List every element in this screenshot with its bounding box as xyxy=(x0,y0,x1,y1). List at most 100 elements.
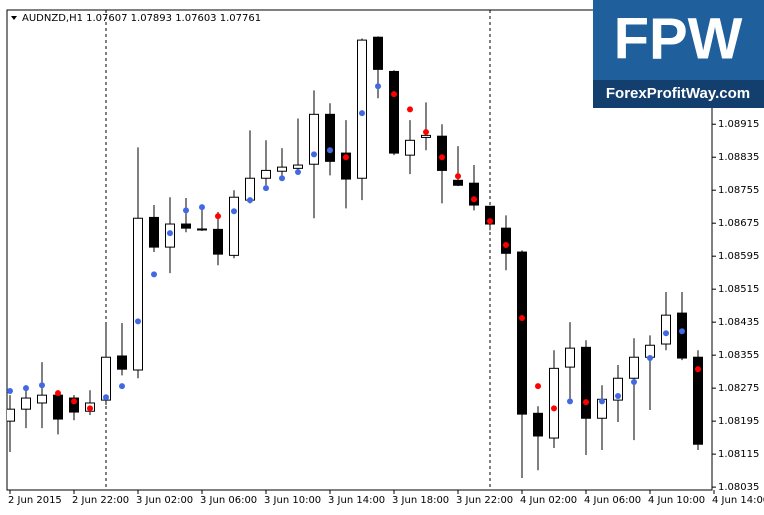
sar-dot xyxy=(695,366,701,373)
logo-site: ForexProfitWay.com xyxy=(606,85,750,102)
sar-dot xyxy=(519,315,525,322)
sar-dot xyxy=(663,330,669,337)
y-tick-label: 1.08915 xyxy=(718,119,759,130)
candle-body xyxy=(549,367,559,439)
sar-dot xyxy=(647,355,653,362)
candle-body xyxy=(37,394,47,404)
candle-body xyxy=(133,217,143,371)
candle-body xyxy=(277,166,287,172)
candle-body xyxy=(21,397,31,410)
sar-dot xyxy=(455,173,461,180)
y-tick-label: 1.08115 xyxy=(718,449,759,460)
candle-body xyxy=(629,356,639,379)
candle-body xyxy=(117,355,127,370)
sar-dot xyxy=(359,110,365,117)
x-tick-label: 4 Jun 14:00 xyxy=(712,495,764,506)
candle-body xyxy=(213,228,223,255)
candle-body xyxy=(293,164,303,169)
sar-dot xyxy=(631,378,637,385)
candle-body xyxy=(245,177,255,201)
x-tick-label: 3 Jun 18:00 xyxy=(392,495,449,506)
sar-dot xyxy=(599,398,605,405)
x-tick-label: 4 Jun 10:00 xyxy=(648,495,705,506)
axes: 1.08035 1.08115 1.08195 1.08275 1.08355 1.084… xyxy=(8,119,764,506)
sar-dot xyxy=(247,197,253,204)
candle-body xyxy=(405,139,415,156)
sar-dot xyxy=(151,271,157,278)
candle-body xyxy=(341,152,351,180)
x-tick-label: 3 Jun 10:00 xyxy=(264,495,321,506)
sar-dot xyxy=(327,147,333,154)
x-tick-label: 4 Jun 02:00 xyxy=(520,495,577,506)
sar-dot xyxy=(103,394,109,401)
x-tick-label: 2 Jun 22:00 xyxy=(72,495,129,506)
sar-dot xyxy=(407,106,413,113)
candle-body xyxy=(437,135,447,171)
candle-body xyxy=(53,394,63,420)
candle-body xyxy=(229,196,239,256)
sar-dot xyxy=(7,388,13,395)
candle-body xyxy=(533,412,543,437)
candle-body xyxy=(357,39,367,179)
x-tick-label: 4 Jun 06:00 xyxy=(584,495,641,506)
sar-dot xyxy=(311,151,317,158)
x-tick-label: 3 Jun 14:00 xyxy=(328,495,385,506)
candle-body xyxy=(373,36,383,70)
sar-dot xyxy=(263,185,269,192)
sar-dot xyxy=(199,204,205,211)
sar-dot xyxy=(503,242,509,249)
candle-body xyxy=(661,314,671,345)
candle-body xyxy=(149,216,159,248)
plot-frame xyxy=(6,9,713,491)
candle-body xyxy=(677,312,687,359)
sar-dot xyxy=(167,230,173,237)
sar-dot xyxy=(615,392,621,399)
sar-dot xyxy=(231,208,237,215)
sar-dot xyxy=(487,218,493,225)
y-tick-label: 1.08035 xyxy=(718,482,759,493)
candle-body xyxy=(69,397,79,413)
y-tick-label: 1.08435 xyxy=(718,317,759,328)
candle-body xyxy=(7,408,15,422)
candle-body xyxy=(389,70,399,154)
candle-body xyxy=(325,113,335,162)
sar-dot xyxy=(279,175,285,182)
candle-body xyxy=(613,377,623,401)
y-tick-label: 1.08275 xyxy=(718,383,759,394)
x-tick-label: 3 Jun 22:00 xyxy=(456,495,513,506)
candle-body xyxy=(101,356,111,401)
logo-mark: $ xyxy=(667,23,675,39)
y-tick-label: 1.08595 xyxy=(718,251,759,262)
candle-body xyxy=(693,356,703,445)
x-tick-label: 3 Jun 02:00 xyxy=(136,495,193,506)
sar-dot xyxy=(87,405,93,412)
sar-dot xyxy=(391,91,397,98)
sar-dot xyxy=(375,83,381,90)
candle-body xyxy=(565,347,575,368)
candle-body xyxy=(469,182,479,206)
chart-title: AUDNZD,H1 1.07607 1.07893 1.07603 1.0776… xyxy=(22,13,261,24)
sar-dot xyxy=(295,169,301,176)
sar-dot xyxy=(423,129,429,136)
sar-dot xyxy=(343,154,349,161)
sar-dot xyxy=(135,318,141,325)
candle-body xyxy=(421,134,431,138)
logo-text: FPW xyxy=(614,6,743,71)
sar-dot xyxy=(71,398,77,405)
y-tick-label: 1.08195 xyxy=(718,416,759,427)
logo: FPW $ ForexProfitWay.com xyxy=(593,0,764,108)
logo-band xyxy=(593,80,764,108)
candle-body xyxy=(261,169,271,179)
candle-body xyxy=(181,223,191,229)
y-tick-label: 1.08835 xyxy=(718,152,759,163)
sar-dot xyxy=(23,385,29,392)
candle-body xyxy=(309,113,319,165)
sar-dot xyxy=(183,207,189,214)
candle-body xyxy=(501,227,511,254)
candle-body xyxy=(453,179,463,186)
x-tick-label: 2 Jun 2015 xyxy=(8,495,62,506)
x-tick-label: 3 Jun 06:00 xyxy=(200,495,257,506)
y-tick-label: 1.08515 xyxy=(718,284,759,295)
y-tick-label: 1.08755 xyxy=(718,185,759,196)
sar-dot xyxy=(551,405,557,412)
